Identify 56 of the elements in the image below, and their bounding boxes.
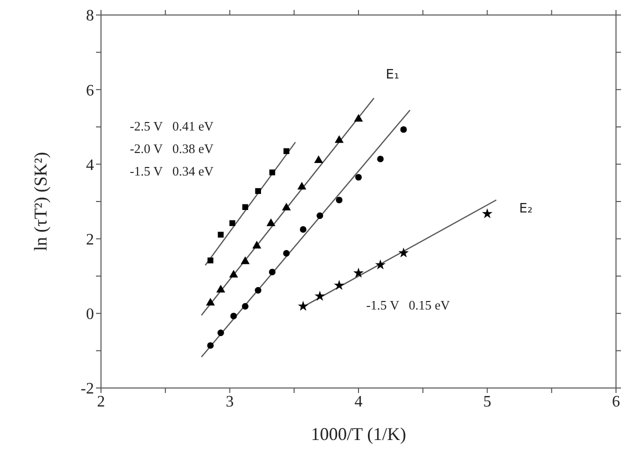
annotation: -2.0 V 0.38 eV [130, 141, 214, 156]
y-tick-label: 6 [86, 82, 94, 100]
point [355, 174, 362, 181]
annotation: -2.5 V 0.41 eV [130, 118, 214, 134]
x-tick-label: 2 [97, 393, 105, 410]
x-tick-label: 6 [612, 393, 620, 410]
point [482, 208, 492, 218]
point [375, 259, 386, 270]
y-tick-label: 4 [86, 156, 94, 174]
point [255, 188, 261, 194]
point [230, 312, 237, 320]
point [242, 303, 248, 310]
point [208, 258, 214, 264]
point [353, 268, 364, 278]
point [207, 342, 214, 349]
x-tick-label: 5 [483, 393, 492, 410]
annotation: -1.5 V 0.34 eV [130, 163, 214, 178]
y-tick-label: 0 [86, 306, 94, 324]
point [229, 270, 238, 278]
point [283, 148, 290, 154]
point [314, 155, 324, 164]
y-tick-label: 8 [86, 8, 94, 25]
point [298, 300, 308, 311]
point [297, 182, 306, 190]
point [334, 135, 344, 143]
y-tick-label: -2 [80, 380, 94, 398]
point [282, 202, 291, 210]
annotation: -1.5 V 0.15 eV [366, 298, 450, 313]
point [240, 256, 250, 264]
point [398, 247, 409, 258]
y-axis-title: ln (τT²) (SK²) [30, 152, 50, 252]
point [400, 126, 407, 133]
point [266, 218, 276, 226]
point [206, 298, 215, 306]
annotation: E₂ [519, 202, 533, 217]
point [229, 220, 236, 226]
x-tick-label: 3 [226, 393, 234, 410]
point [314, 290, 326, 301]
point [216, 284, 226, 292]
x-tick-label: 4 [354, 393, 362, 410]
point [300, 226, 306, 233]
point [217, 330, 224, 336]
point [283, 250, 290, 257]
point [268, 268, 276, 276]
point [242, 204, 248, 210]
point [269, 169, 276, 176]
point [334, 280, 344, 290]
annotation: E₁ [386, 67, 400, 82]
y-tick-label: 2 [86, 231, 94, 248]
point [336, 196, 342, 204]
point [252, 240, 262, 248]
x-axis-title: 1000/T (1/K) [310, 424, 406, 444]
point [377, 156, 384, 162]
point [254, 286, 262, 294]
point [354, 114, 363, 122]
point [316, 212, 324, 219]
